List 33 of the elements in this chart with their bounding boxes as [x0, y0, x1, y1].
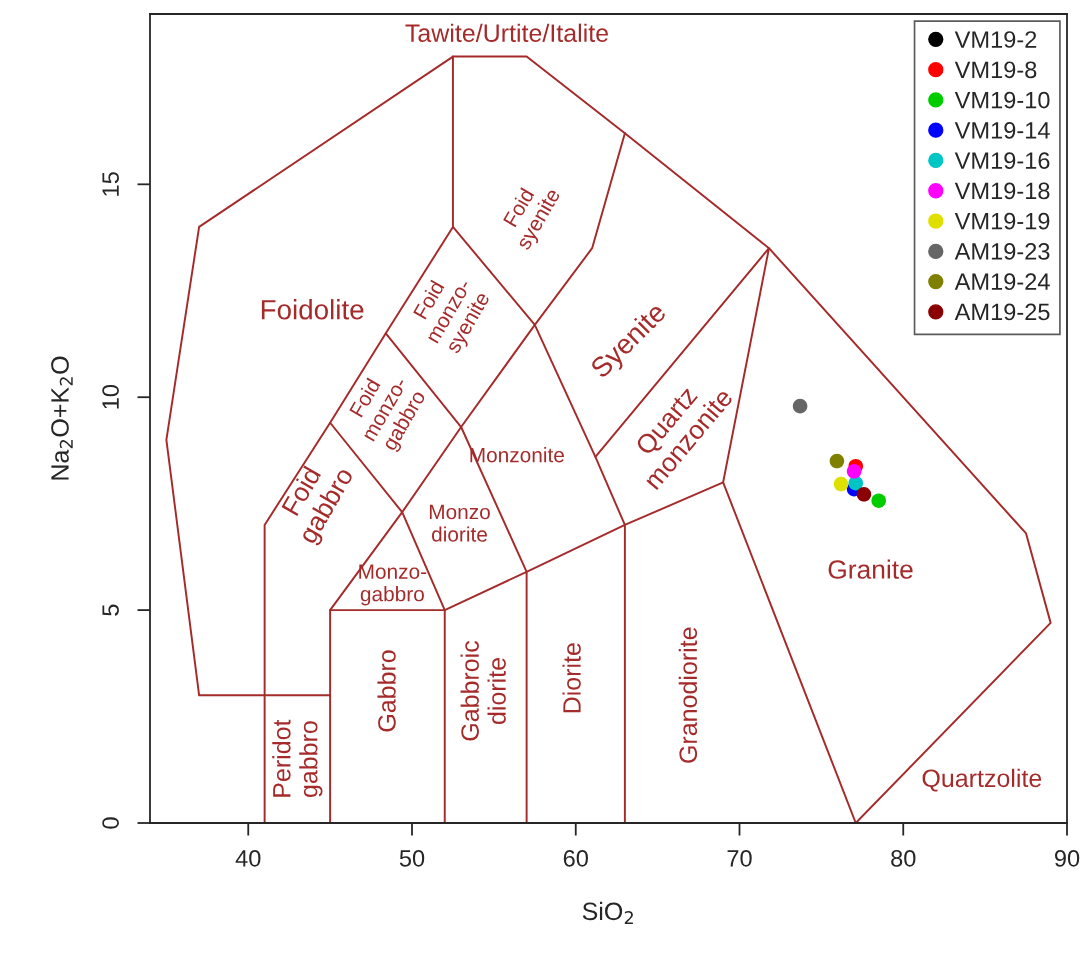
annotation: Monzo diorite [429, 504, 490, 542]
x-tick-label: 70 [727, 850, 752, 867]
legend-label: VM19-16 [954, 152, 1050, 169]
annotation: Quartzolite [922, 768, 1042, 792]
annotation: Diorite [562, 643, 581, 713]
annotation: Granodiorite [678, 627, 698, 763]
legend-label: AM19-24 [954, 273, 1050, 291]
legend-label: AM19-23 [954, 243, 1050, 260]
x-axis-title: SiO$_{2}$ [582, 901, 633, 925]
x-tick-label: 80 [891, 850, 916, 867]
legend-label: VM19-2 [954, 31, 1037, 48]
y-axis-title: Na$_{2}$O+K$_{2}$O [51, 356, 73, 480]
annotation: Foidolite [261, 299, 364, 320]
y-tick-label: 10 [102, 385, 119, 409]
y-tick-label: 5 [102, 604, 119, 616]
annotation: Tawite/Urtite/Italite [405, 23, 608, 42]
legend-label: VM19-19 [954, 212, 1050, 230]
y-tick-label: 15 [102, 172, 119, 196]
legend-label: VM19-8 [954, 61, 1037, 79]
legend-label: VM19-14 [954, 121, 1050, 139]
annotation: Gabbro [377, 650, 396, 732]
annotation: Peridot gabbro [272, 719, 323, 797]
x-tick-label: 60 [563, 850, 588, 867]
annotation: Gabbroic diorite [460, 640, 506, 741]
annotation: Granite [828, 559, 913, 579]
legend-label: VM19-10 [954, 91, 1050, 109]
annotation: Monzo- gabbro [359, 564, 427, 606]
x-tick-label: 50 [399, 850, 425, 867]
legend-label: VM19-18 [954, 182, 1050, 200]
legend-label: AM19-25 [954, 303, 1050, 321]
x-tick-label: 40 [235, 850, 261, 867]
x-tick-label: 90 [1054, 850, 1080, 867]
y-tick-label: 0 [102, 817, 119, 829]
